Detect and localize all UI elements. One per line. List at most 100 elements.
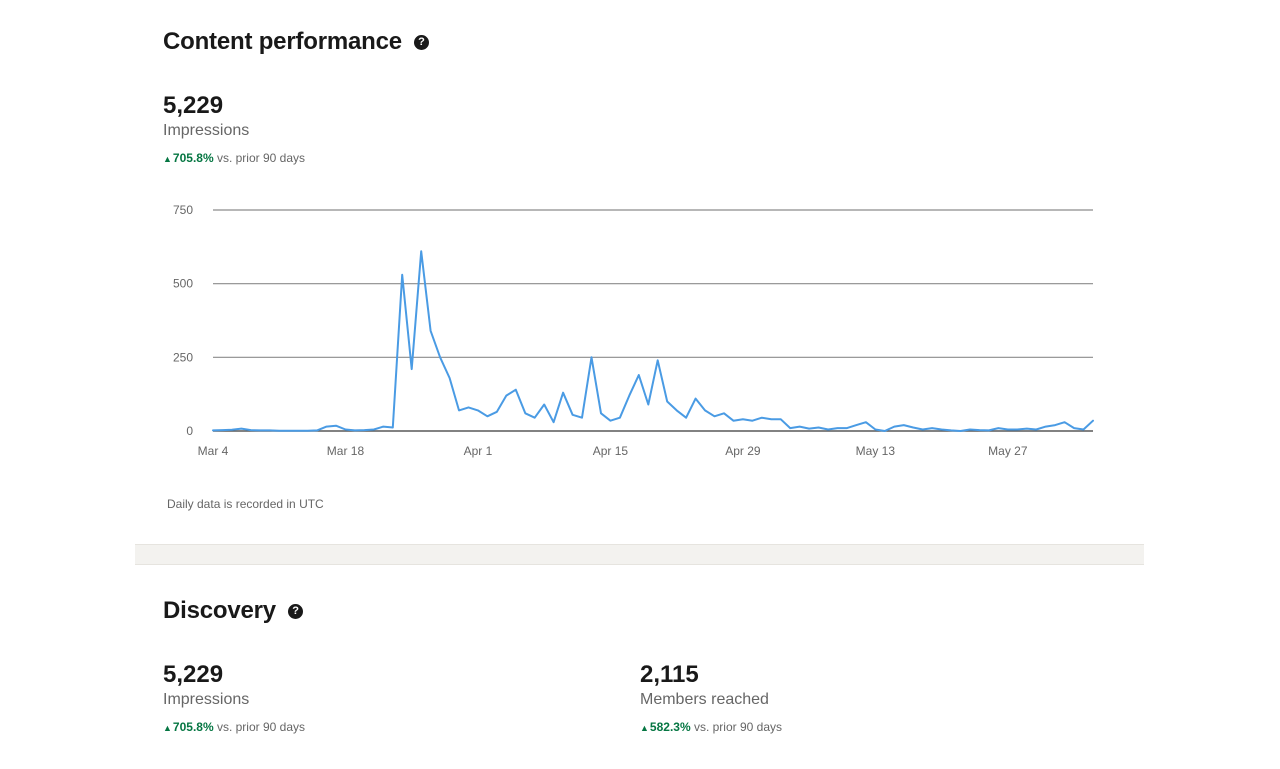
data-point[interactable] bbox=[541, 401, 547, 407]
data-point[interactable] bbox=[532, 415, 538, 421]
data-point[interactable] bbox=[674, 407, 680, 413]
data-point[interactable] bbox=[267, 427, 273, 433]
data-point[interactable] bbox=[976, 427, 982, 433]
data-point[interactable] bbox=[503, 393, 509, 399]
data-point[interactable] bbox=[219, 427, 225, 433]
data-point[interactable] bbox=[844, 425, 850, 431]
data-point[interactable] bbox=[712, 413, 718, 419]
data-point[interactable] bbox=[248, 427, 254, 433]
data-point[interactable] bbox=[853, 422, 859, 428]
data-point[interactable] bbox=[1043, 424, 1049, 430]
data-point[interactable] bbox=[333, 423, 339, 429]
data-point[interactable] bbox=[995, 425, 1001, 431]
data-point[interactable] bbox=[702, 407, 708, 413]
data-point[interactable] bbox=[939, 427, 945, 433]
data-point[interactable] bbox=[494, 409, 500, 415]
data-point[interactable] bbox=[551, 419, 557, 425]
data-point[interactable] bbox=[910, 424, 916, 430]
data-point[interactable] bbox=[929, 425, 935, 431]
data-point[interactable] bbox=[948, 427, 954, 433]
data-point[interactable] bbox=[920, 427, 926, 433]
data-point[interactable] bbox=[1033, 427, 1039, 433]
data-point[interactable] bbox=[295, 428, 301, 434]
data-point[interactable] bbox=[352, 427, 358, 433]
data-point[interactable] bbox=[617, 415, 623, 421]
data-point[interactable] bbox=[399, 272, 405, 278]
discovery-impressions-value: 5,229 bbox=[163, 661, 224, 688]
data-point[interactable] bbox=[664, 399, 670, 405]
impressions-series-line[interactable] bbox=[212, 250, 1094, 432]
data-point[interactable] bbox=[797, 424, 803, 430]
data-point[interactable] bbox=[986, 427, 992, 433]
data-point[interactable] bbox=[740, 416, 746, 422]
question-circle-icon[interactable]: ? bbox=[287, 603, 303, 619]
data-point[interactable] bbox=[380, 424, 386, 430]
data-point[interactable] bbox=[778, 416, 784, 422]
data-point[interactable] bbox=[390, 424, 396, 430]
data-point[interactable] bbox=[967, 427, 973, 433]
data-point[interactable] bbox=[1081, 427, 1087, 433]
data-point[interactable] bbox=[825, 427, 831, 433]
data-point[interactable] bbox=[229, 427, 235, 433]
data-point[interactable] bbox=[806, 426, 812, 432]
data-point[interactable] bbox=[484, 413, 490, 419]
content-performance-card: Content performance ? 5,229 Impressions … bbox=[135, 0, 1144, 544]
data-point[interactable] bbox=[891, 424, 897, 430]
data-point[interactable] bbox=[1052, 422, 1058, 428]
data-point[interactable] bbox=[361, 427, 367, 433]
data-point[interactable] bbox=[560, 390, 566, 396]
data-point[interactable] bbox=[437, 354, 443, 360]
data-point[interactable] bbox=[901, 422, 907, 428]
data-point[interactable] bbox=[1024, 426, 1030, 432]
data-point[interactable] bbox=[872, 427, 878, 433]
data-point[interactable] bbox=[655, 357, 661, 363]
data-point[interactable] bbox=[257, 427, 263, 433]
data-point[interactable] bbox=[721, 410, 727, 416]
data-point[interactable] bbox=[787, 425, 793, 431]
data-point[interactable] bbox=[693, 396, 699, 402]
data-point[interactable] bbox=[636, 372, 642, 378]
data-point[interactable] bbox=[428, 328, 434, 334]
data-point[interactable] bbox=[579, 415, 585, 421]
data-point[interactable] bbox=[607, 418, 613, 424]
data-point[interactable] bbox=[645, 401, 651, 407]
data-point[interactable] bbox=[447, 375, 453, 381]
data-point[interactable] bbox=[456, 407, 462, 413]
data-point[interactable] bbox=[409, 366, 415, 372]
data-point[interactable] bbox=[418, 248, 424, 254]
data-point[interactable] bbox=[749, 418, 755, 424]
data-point[interactable] bbox=[513, 387, 519, 393]
data-point[interactable] bbox=[759, 415, 765, 421]
x-tick-label: Apr 29 bbox=[725, 444, 761, 458]
data-point[interactable] bbox=[768, 416, 774, 422]
question-circle-icon[interactable]: ? bbox=[413, 34, 429, 50]
data-point[interactable] bbox=[276, 428, 282, 434]
data-point[interactable] bbox=[210, 427, 216, 433]
data-point[interactable] bbox=[475, 407, 481, 413]
data-point[interactable] bbox=[863, 419, 869, 425]
data-point[interactable] bbox=[882, 428, 888, 434]
data-point[interactable] bbox=[1062, 419, 1068, 425]
data-point[interactable] bbox=[371, 427, 377, 433]
data-point[interactable] bbox=[835, 425, 841, 431]
data-point[interactable] bbox=[816, 424, 822, 430]
data-point[interactable] bbox=[598, 410, 604, 416]
data-point[interactable] bbox=[305, 428, 311, 434]
data-point[interactable] bbox=[1090, 418, 1096, 424]
data-point[interactable] bbox=[958, 428, 964, 434]
data-point[interactable] bbox=[286, 428, 292, 434]
data-point[interactable] bbox=[683, 415, 689, 421]
data-point[interactable] bbox=[730, 418, 736, 424]
data-point[interactable] bbox=[588, 354, 594, 360]
data-point[interactable] bbox=[1014, 427, 1020, 433]
data-point[interactable] bbox=[465, 404, 471, 410]
data-point[interactable] bbox=[314, 427, 320, 433]
data-point[interactable] bbox=[1005, 427, 1011, 433]
data-point[interactable] bbox=[570, 412, 576, 418]
data-point[interactable] bbox=[626, 393, 632, 399]
data-point[interactable] bbox=[522, 410, 528, 416]
data-point[interactable] bbox=[238, 426, 244, 432]
data-point[interactable] bbox=[324, 424, 330, 430]
data-point[interactable] bbox=[1071, 425, 1077, 431]
data-point[interactable] bbox=[342, 427, 348, 433]
